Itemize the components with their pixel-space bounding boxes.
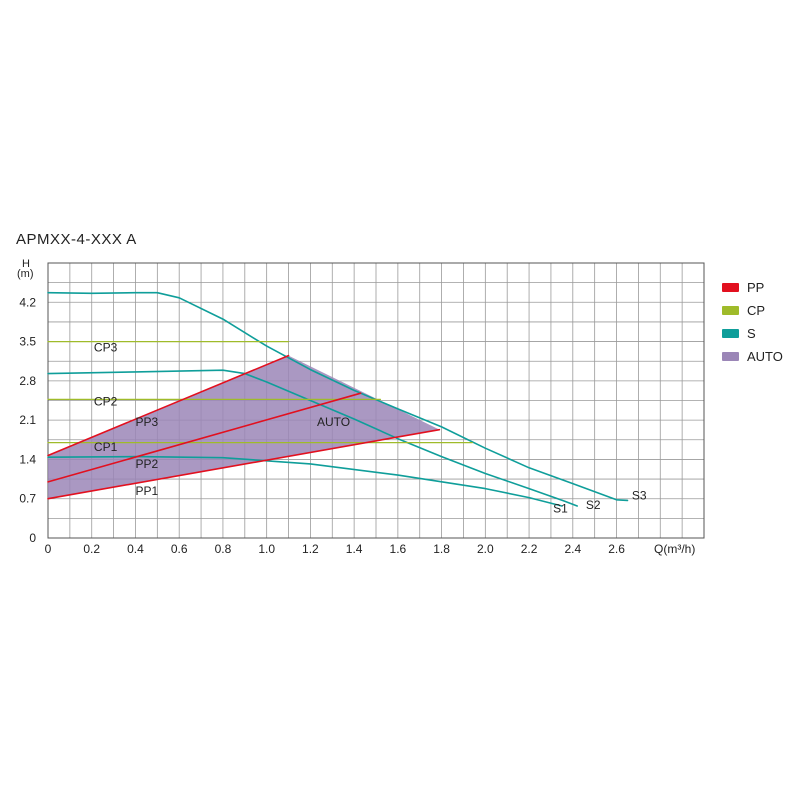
series-line-pp3 <box>47 354 290 457</box>
x-tick-label: 1.0 <box>258 542 275 556</box>
annotation-s2: S2 <box>586 498 601 512</box>
legend-swatch <box>722 352 739 361</box>
legend-swatch <box>722 329 739 338</box>
x-tick-label: 2.2 <box>521 542 538 556</box>
annotation-cp3: CP3 <box>94 341 118 355</box>
annotation-cp2: CP2 <box>94 395 118 409</box>
x-tick-label: 0.2 <box>83 542 100 556</box>
series-line-s3 <box>47 291 629 502</box>
chart-title: APMXX-4-XXX A <box>16 231 137 248</box>
annotation-pp3: PP3 <box>135 415 158 429</box>
annotation-pp2: PP2 <box>135 457 158 471</box>
annotation-s1: S1 <box>553 502 568 516</box>
y-tick-label: 0.7 <box>19 492 36 506</box>
series-line-pp2 <box>47 392 362 483</box>
x-tick-label: 0.8 <box>215 542 232 556</box>
legend-label: AUTO <box>747 349 783 364</box>
legend-label: S <box>747 326 756 341</box>
legend-item: AUTO <box>722 345 783 368</box>
legend-item: S <box>722 322 783 345</box>
legend-label: PP <box>747 280 765 295</box>
series-line-s1 <box>47 455 563 507</box>
legend-swatch <box>722 306 739 315</box>
x-tick-label: 2.6 <box>608 542 625 556</box>
series-line-pp1 <box>47 428 441 500</box>
annotation-auto: AUTO <box>317 415 350 429</box>
x-axis-label: Q(m³/h) <box>654 542 695 556</box>
x-tick-label: 0 <box>45 542 52 556</box>
series-line-s2 <box>47 369 578 507</box>
y-tick-label: 0 <box>29 531 36 545</box>
plot-frame <box>47 262 705 539</box>
annotation-s3: S3 <box>632 488 647 502</box>
x-tick-label: 1.2 <box>302 542 319 556</box>
x-tick-label: 0.4 <box>127 542 144 556</box>
x-tick-label: 2.0 <box>477 542 494 556</box>
legend-item: CP <box>722 299 783 322</box>
x-tick-label: 0.6 <box>171 542 188 556</box>
legend-swatch <box>722 283 739 292</box>
y-axis-unit: (m) <box>17 268 34 280</box>
y-tick-label: 4.2 <box>19 295 36 309</box>
y-axis-label: H <box>22 258 30 270</box>
annotation-pp1: PP1 <box>135 484 158 498</box>
x-tick-label: 2.4 <box>564 542 581 556</box>
legend-label: CP <box>747 303 766 318</box>
annotation-cp1: CP1 <box>94 440 118 454</box>
legend-item: PP <box>722 276 783 299</box>
x-tick-label: 1.4 <box>346 542 363 556</box>
x-tick-label: 1.6 <box>390 542 407 556</box>
y-tick-label: 2.8 <box>19 374 36 388</box>
y-tick-label: 1.4 <box>19 452 36 466</box>
chart-legend: PP CP S AUTO <box>722 276 783 368</box>
y-tick-label: 3.5 <box>19 335 36 349</box>
x-tick-label: 1.8 <box>433 542 450 556</box>
y-tick-label: 2.1 <box>19 413 36 427</box>
